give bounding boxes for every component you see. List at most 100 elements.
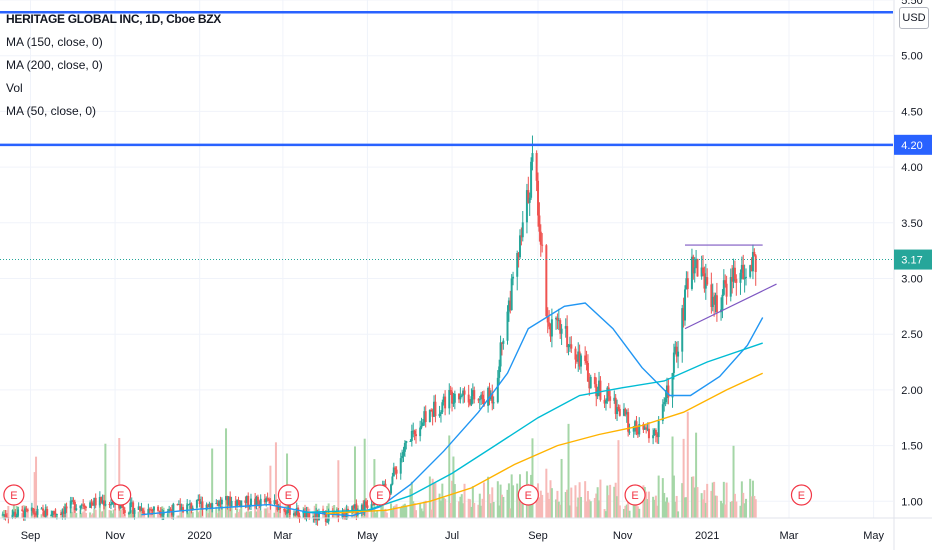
candle-body: [442, 396, 445, 403]
volume-bar: [265, 508, 268, 518]
candle-body: [247, 495, 250, 507]
volume-bar: [259, 510, 262, 518]
volume-bar: [238, 509, 241, 518]
candle-body: [617, 407, 620, 409]
volume-bar: [227, 503, 230, 518]
candle-body: [22, 510, 25, 519]
volume-bar: [91, 513, 94, 518]
volume-bar: [148, 513, 151, 518]
candle-body: [527, 190, 530, 203]
volume-bar: [118, 438, 121, 518]
volume-bar: [108, 510, 111, 518]
candle-body: [667, 385, 670, 398]
candle-body: [274, 500, 277, 502]
volume-bar: [93, 509, 96, 518]
candle-body: [295, 508, 298, 516]
candle-body: [4, 514, 7, 517]
volume-bar: [586, 490, 589, 518]
price-tick-label: 1.50: [901, 441, 922, 453]
candle-body: [577, 351, 580, 362]
volume-bar: [372, 507, 375, 518]
candle-body: [304, 511, 307, 519]
candle-body: [656, 434, 659, 438]
candle-body: [53, 511, 56, 514]
volume-bar: [351, 510, 354, 518]
volume-bar: [539, 490, 542, 518]
volume-bar: [538, 497, 541, 518]
symbol-title[interactable]: HERITAGE GLOBAL INC, 1D, Cboe BZX: [6, 12, 222, 26]
earnings-label: E: [376, 490, 383, 502]
legend-study-ma200[interactable]: MA (200, close, 0): [6, 58, 103, 72]
volume-bar: [182, 507, 185, 518]
candle-body: [345, 509, 348, 520]
volume-bar: [609, 484, 612, 518]
time-tick-label: Jul: [445, 530, 459, 542]
volume-bar: [444, 498, 447, 518]
earnings-marker: [277, 484, 300, 506]
candle-body: [743, 277, 746, 279]
volume-bar: [82, 511, 85, 518]
candle-body: [240, 500, 243, 507]
volume-bar: [580, 496, 583, 518]
candle-body: [677, 351, 680, 357]
volume-bar: [283, 509, 286, 518]
volume-bar: [481, 498, 484, 518]
volume-bar: [696, 487, 699, 518]
volume-bar: [528, 493, 531, 518]
candle-body: [55, 514, 58, 516]
volume-bar: [273, 512, 276, 518]
candle-body: [482, 399, 485, 406]
volume-bar: [72, 506, 75, 518]
candle-body: [143, 512, 146, 514]
candle-body: [424, 411, 427, 422]
candle-body: [703, 273, 706, 289]
candle-body: [254, 498, 257, 505]
volume-bar: [112, 509, 115, 518]
volume-bar: [692, 476, 695, 518]
legend-study-ma150[interactable]: MA (150, close, 0): [6, 35, 103, 49]
candle-body: [492, 402, 495, 404]
candle-body: [574, 348, 577, 360]
candle-body: [187, 504, 190, 506]
currency-button[interactable]: USD: [899, 7, 929, 29]
candle-body: [535, 153, 538, 181]
volume-bar: [732, 445, 735, 518]
candle-body: [245, 495, 248, 503]
volume-bar: [521, 503, 524, 518]
candle-body: [308, 512, 311, 519]
volume-bar: [431, 478, 434, 518]
candle-body: [209, 503, 212, 509]
candle-body: [413, 430, 416, 435]
volume-bar: [402, 504, 405, 518]
candle-body: [373, 503, 376, 505]
volume-bar: [566, 489, 569, 518]
volume-bar: [1, 513, 4, 518]
candle-body: [141, 508, 144, 513]
candle-body: [61, 511, 64, 515]
candle-body: [537, 180, 540, 216]
candle-body: [237, 499, 240, 501]
volume-bar: [109, 510, 112, 518]
volume-bar: [129, 510, 132, 518]
volume-bar: [671, 436, 674, 518]
volume-bar: [216, 513, 219, 518]
volume-bar: [471, 486, 474, 518]
earnings-label: E: [798, 490, 805, 502]
candle-body: [317, 512, 320, 521]
volume-bar: [492, 501, 495, 518]
candle-body: [220, 499, 223, 505]
candle-body: [123, 510, 126, 514]
legend-study-vol[interactable]: Vol: [6, 81, 23, 95]
volume-bar: [401, 505, 404, 518]
legend-study-ma50[interactable]: MA (50, close, 0): [6, 104, 97, 118]
time-tick-label: Nov: [105, 530, 125, 542]
volume-bar: [750, 496, 753, 518]
candle-body: [41, 508, 44, 511]
candle-body: [195, 499, 198, 508]
candle-body: [157, 506, 160, 511]
volume-bar: [548, 498, 551, 518]
candle-body: [557, 320, 560, 322]
candle-body: [140, 508, 143, 511]
